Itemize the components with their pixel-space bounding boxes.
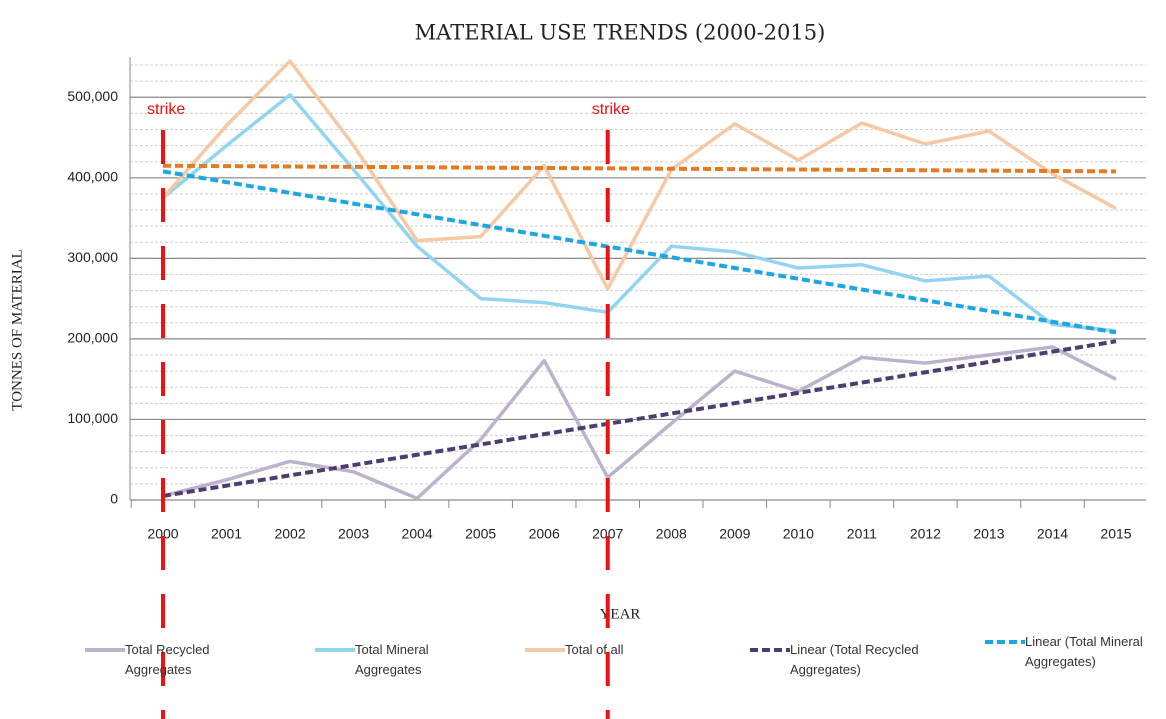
series-line <box>162 169 1117 335</box>
chart-title: MATERIAL USE TRENDS (2000-2015) <box>415 21 826 45</box>
x-tick-label: 2002 <box>274 526 305 542</box>
annotation: strike <box>592 101 630 118</box>
legend: Total Recycled Aggregates Total Mineral A… <box>0 634 1166 719</box>
x-tick-label: 2013 <box>973 526 1004 542</box>
y-axis-title: TONNES OF MATERIAL <box>9 249 25 410</box>
annotation: strike <box>147 101 185 118</box>
legend-swatch <box>315 648 355 652</box>
x-tick-label: 2006 <box>529 526 560 542</box>
x-tick-label: 2015 <box>1100 526 1131 542</box>
x-tick-label: 2009 <box>719 526 750 542</box>
legend-swatch <box>985 640 1025 644</box>
legend-label: Linear (Total Recycled Aggregates) <box>790 642 919 677</box>
legend-item: Total of all <box>525 640 675 660</box>
y-tick-label: 200,000 <box>67 330 118 346</box>
x-tick-label: 2014 <box>1037 526 1068 542</box>
x-tick-label: 2004 <box>402 526 433 542</box>
legend-swatch <box>525 648 565 652</box>
x-tick-label: 2008 <box>656 526 687 542</box>
x-tick-label: 2005 <box>465 526 496 542</box>
x-axis-title: YEAR <box>600 606 641 622</box>
y-tick-label: 0 <box>110 491 118 507</box>
legend-label: Total Mineral Aggregates <box>355 642 429 677</box>
x-tick-label: 2011 <box>847 526 877 542</box>
legend-item: Total Recycled Aggregates <box>85 640 245 680</box>
legend-item: Linear (Total Recycled Aggregates) <box>750 640 930 680</box>
legend-label: Linear (Total Mineral Aggregates) <box>1025 634 1143 669</box>
series-line <box>162 339 1117 498</box>
series-line <box>161 59 1117 291</box>
y-tick-label: 100,000 <box>67 410 118 426</box>
x-tick-label: 2007 <box>592 526 623 542</box>
legend-item: Total Mineral Aggregates <box>315 640 475 680</box>
legend-item: Linear (Total Mineral Aggregates) <box>985 632 1166 672</box>
series-line <box>161 93 1117 333</box>
series-line <box>162 345 1117 501</box>
x-tick-label: 2000 <box>147 526 178 542</box>
legend-label: Total of all <box>565 642 624 657</box>
legend-swatch <box>750 648 790 652</box>
y-tick-label: 300,000 <box>67 249 118 265</box>
x-tick-label: 2003 <box>338 526 369 542</box>
x-tick-label: 2010 <box>783 526 814 542</box>
x-tick-label: 2012 <box>910 526 941 542</box>
y-tick-label: 400,000 <box>67 169 118 185</box>
x-tick-label: 2001 <box>211 526 242 542</box>
legend-swatch <box>85 648 125 652</box>
legend-label: Total Recycled Aggregates <box>125 642 210 677</box>
y-tick-label: 500,000 <box>67 88 118 104</box>
series-line <box>162 163 1117 174</box>
